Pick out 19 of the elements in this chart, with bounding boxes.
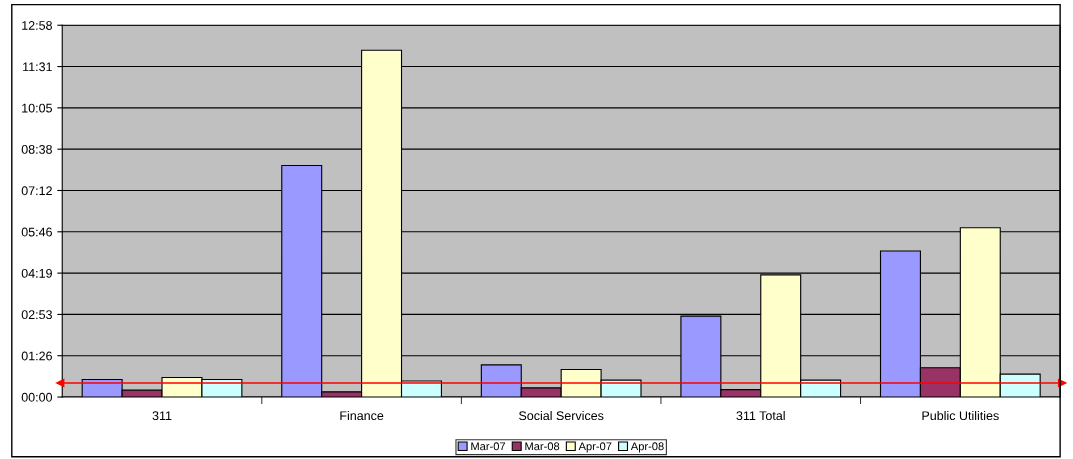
y-tick-label: 05:46 [21, 227, 52, 237]
y-tick-label: 11:31 [23, 62, 52, 72]
legend-label: Apr-08 [630, 442, 664, 453]
y-tick-label: 10:05 [22, 103, 52, 113]
y-tick-label: 01:26 [21, 351, 52, 361]
x-tick-label: Public Utilities [922, 410, 999, 421]
x-tick-label: 311 [152, 411, 172, 421]
y-tick-label: 08:38 [21, 144, 52, 154]
y-tick-label: 02:53 [21, 310, 52, 320]
y-tick-label: 00:00 [21, 392, 53, 402]
y-tick-label: 07:12 [21, 186, 52, 196]
y-tick-label: 12:58 [22, 21, 52, 30]
legend-label: Apr-07 [578, 442, 612, 453]
x-tick-label: Social Services [519, 410, 604, 421]
y-tick-label: 04:19 [21, 268, 52, 278]
x-tick-label: Finance [340, 410, 384, 421]
legend-label: Mar-07 [471, 442, 506, 451]
legend-label: Mar-08 [525, 442, 560, 451]
x-tick-label: 311 Total [736, 410, 785, 421]
